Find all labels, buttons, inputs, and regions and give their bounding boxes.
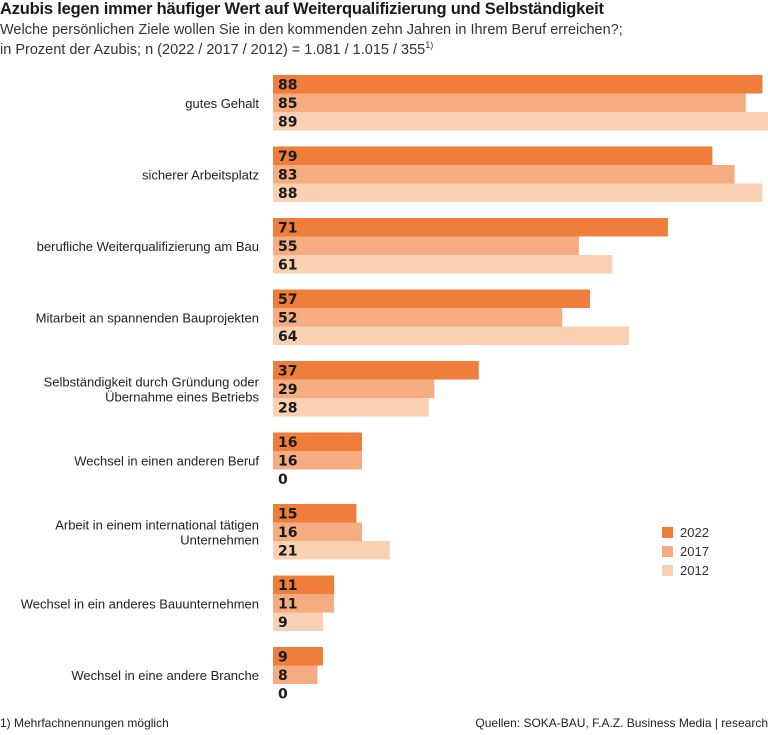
category-label: Wechsel in ein anderes Bauunternehmen <box>21 596 259 611</box>
bar-2017 <box>273 308 563 327</box>
value-label: 71 <box>278 221 297 237</box>
value-label: 37 <box>278 364 297 380</box>
category-group: Arbeit in einem international tätigenUnt… <box>55 504 390 560</box>
legend-swatch <box>662 546 673 557</box>
bar-2012 <box>273 326 629 345</box>
value-label: 64 <box>278 329 298 345</box>
value-label: 29 <box>278 382 297 398</box>
category-label: Wechsel in einen anderen Beruf <box>74 453 259 468</box>
bar-2022 <box>273 75 763 94</box>
legend-label: 2022 <box>680 525 709 540</box>
value-label: 83 <box>278 168 297 184</box>
category-group: Wechsel in ein anderes Bauunternehmen 11 1… <box>21 575 335 631</box>
subtitle-text: in Prozent der Azubis; n (2022 / 2017 / … <box>0 41 426 58</box>
legend-label: 2012 <box>680 563 709 578</box>
bar-2022 <box>273 575 335 594</box>
bar-2012 <box>273 255 613 274</box>
bar-2022 <box>273 218 668 237</box>
bar-2017 <box>273 665 318 684</box>
legend-label: 2017 <box>680 544 709 559</box>
bar-2012 <box>273 541 390 560</box>
legend-swatch <box>662 565 673 576</box>
chart-subtitle-line2: in Prozent der Azubis; n (2022 / 2017 / … <box>0 40 433 58</box>
legend: 2022 2017 2012 <box>662 525 709 578</box>
value-label: 88 <box>278 186 297 202</box>
bar-2012 <box>273 398 429 417</box>
value-label: 11 <box>278 597 297 613</box>
category-group: Wechsel in einen anderen Beruf 16 16 0 <box>74 432 362 488</box>
category-label: Selbständigkeit durch Gründung oder <box>44 374 260 389</box>
bar-2022 <box>273 647 324 666</box>
value-label: 28 <box>278 401 297 417</box>
bar-2017 <box>273 93 746 112</box>
category-group: Selbständigkeit durch Gründung oderÜbern… <box>44 361 479 417</box>
category-group: berufliche Weiterqualifizierung am Bau 71… <box>37 218 668 274</box>
bar-2012 <box>273 112 768 131</box>
value-label: 57 <box>278 292 297 308</box>
value-label: 0 <box>278 472 288 488</box>
legend-item-2017: 2017 <box>662 544 709 559</box>
value-label: 79 <box>278 149 297 165</box>
bar-2017 <box>273 451 362 470</box>
source-note: Quellen: SOKA-BAU, F.A.Z. Business Media… <box>475 716 768 730</box>
value-label: 16 <box>278 435 297 451</box>
bar-2022 <box>273 289 591 308</box>
chart-subtitle-line1: Welche persönlichen Ziele wollen Sie in … <box>0 22 623 38</box>
legend-item-2012: 2012 <box>662 563 709 578</box>
footnote-marker: 1) <box>425 40 434 50</box>
category-group: gutes Gehalt 88 85 89 <box>185 75 768 131</box>
value-label: 21 <box>278 544 297 560</box>
value-label: 9 <box>278 650 288 666</box>
value-label: 85 <box>278 96 297 112</box>
legend-swatch <box>662 527 673 538</box>
value-label: 16 <box>278 525 297 541</box>
category-label: Wechsel in eine andere Branche <box>71 668 259 683</box>
bar-2017 <box>273 236 579 255</box>
category-label: berufliche Weiterqualifizierung am Bau <box>37 239 259 254</box>
value-label: 8 <box>278 668 288 684</box>
value-label: 55 <box>278 239 297 255</box>
category-label: gutes Gehalt <box>185 96 259 111</box>
value-label: 0 <box>278 687 288 703</box>
bar-2012 <box>273 612 324 631</box>
value-label: 89 <box>278 115 297 131</box>
value-label: 15 <box>278 507 297 523</box>
category-label: sicherer Arbeitsplatz <box>142 167 259 182</box>
chart-title: Azubis legen immer häufiger Wert auf Wei… <box>0 0 604 18</box>
value-label: 16 <box>278 454 297 470</box>
value-label: 9 <box>278 615 288 631</box>
category-label: Übernahme eines Betriebs <box>105 389 259 404</box>
value-label: 61 <box>278 258 297 274</box>
category-group: Wechsel in eine andere Branche 9 8 0 <box>71 647 324 703</box>
bar-2022 <box>273 146 713 165</box>
bar-2017 <box>273 594 335 613</box>
category-label: Unternehmen <box>180 532 259 547</box>
bar-2017 <box>273 522 362 541</box>
bar-2022 <box>273 504 357 523</box>
category-group: sicherer Arbeitsplatz 79 83 88 <box>142 146 763 202</box>
value-label: 88 <box>278 78 297 94</box>
bar-2017 <box>273 165 735 184</box>
footnote: 1) Mehrfachnennungen möglich <box>0 716 169 730</box>
bar-2017 <box>273 379 435 398</box>
value-label: 11 <box>278 578 297 594</box>
legend-item-2022: 2022 <box>662 525 709 540</box>
bar-2012 <box>273 183 763 202</box>
category-label: Mitarbeit an spannenden Bauprojekten <box>36 310 259 325</box>
category-label: Arbeit in einem international tätigen <box>55 517 259 532</box>
bar-2022 <box>273 432 362 451</box>
category-group: Mitarbeit an spannenden Bauprojekten 57 52… <box>36 289 629 345</box>
value-label: 52 <box>278 311 297 327</box>
bar-2022 <box>273 361 479 380</box>
